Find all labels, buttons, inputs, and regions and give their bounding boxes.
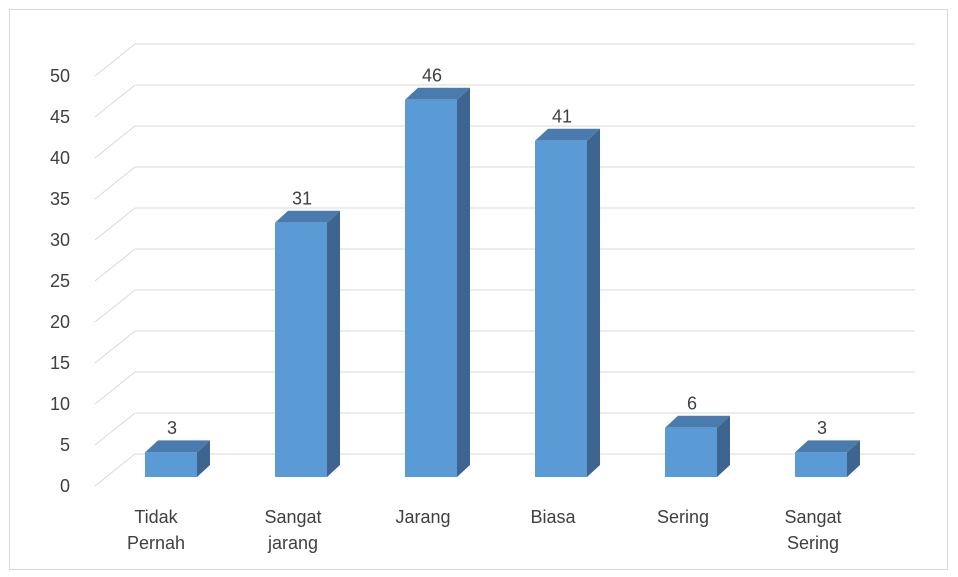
bar-top xyxy=(535,128,600,141)
y-tick-label: 45 xyxy=(50,107,70,127)
y-tick-label: 0 xyxy=(60,476,70,496)
bar-top xyxy=(145,440,210,453)
x-tick-label: Tidak Pernah xyxy=(126,507,186,553)
y-tick-label: 25 xyxy=(50,271,70,291)
grid-line-side xyxy=(94,84,136,118)
bar xyxy=(535,140,587,478)
bar xyxy=(275,222,327,477)
grid-line-side xyxy=(94,207,136,241)
y-tick-label: 30 xyxy=(50,230,70,250)
y-tick-label: 50 xyxy=(50,66,70,86)
x-tick-label: Jarang xyxy=(395,507,451,527)
bar-side xyxy=(847,440,860,477)
bar-top xyxy=(275,210,340,223)
bar xyxy=(405,99,457,478)
grid-line-side xyxy=(94,289,136,323)
bar xyxy=(145,452,197,477)
bar-top xyxy=(795,440,860,453)
grid-line-side xyxy=(94,125,136,159)
data-label: 6 xyxy=(687,394,697,414)
grid-line-side xyxy=(94,412,136,446)
data-label: 3 xyxy=(167,418,177,438)
x-tick-label: Biasa xyxy=(530,507,576,527)
bar-side xyxy=(717,415,730,477)
bar-top xyxy=(665,415,730,428)
grid-line-side xyxy=(94,371,136,405)
x-tick-label: Sering xyxy=(656,507,710,527)
bar xyxy=(795,452,847,477)
y-tick-label: 10 xyxy=(50,394,70,414)
y-tick-label: 35 xyxy=(50,189,70,209)
y-tick-label: 5 xyxy=(60,435,70,455)
bar-side xyxy=(197,440,210,477)
bar-side xyxy=(327,210,340,478)
data-label: 3 xyxy=(817,418,827,438)
x-tick-label: Sangat jarang xyxy=(264,507,322,553)
chart-border xyxy=(9,9,948,570)
grid-line-side xyxy=(94,453,136,487)
y-tick-label: 40 xyxy=(50,148,70,168)
bar-side xyxy=(587,128,600,478)
grid-line-side xyxy=(94,43,136,77)
y-tick-label: 15 xyxy=(50,353,70,373)
bar-side xyxy=(457,87,470,478)
data-label: 41 xyxy=(552,107,572,127)
bar-top xyxy=(405,87,470,100)
x-tick-label: Sangat Sering xyxy=(784,507,842,553)
grid-line-side xyxy=(94,330,136,364)
data-label: 31 xyxy=(292,189,312,209)
data-label: 46 xyxy=(422,66,442,86)
bar xyxy=(665,427,717,477)
grid-line-side xyxy=(94,248,136,282)
y-tick-label: 20 xyxy=(50,312,70,332)
grid-line-side xyxy=(94,166,136,200)
